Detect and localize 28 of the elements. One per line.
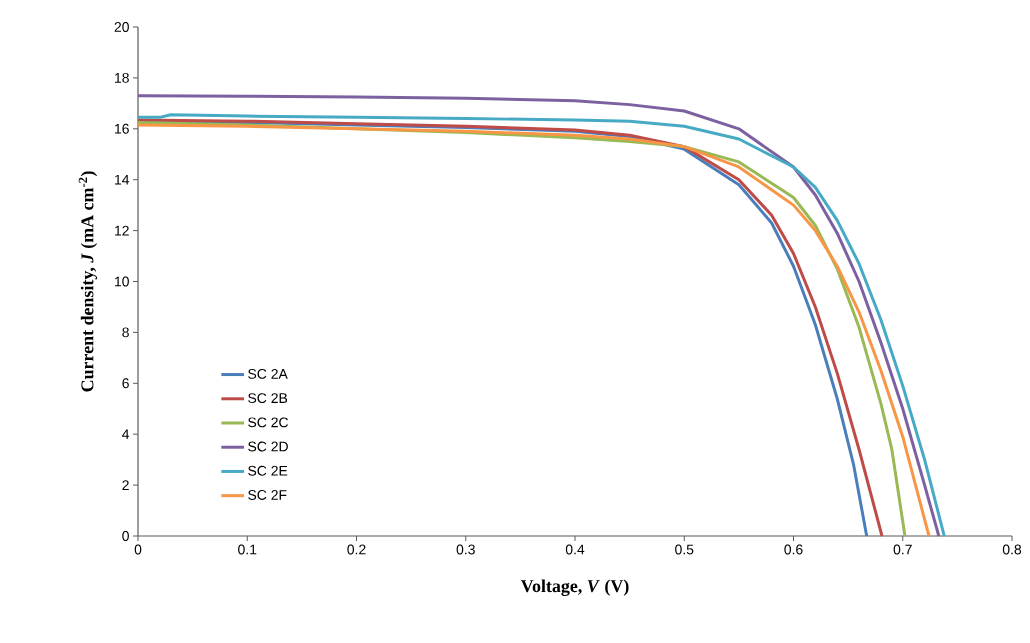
x-tick-label: 0.6 [784, 544, 803, 555]
legend-label: SC 2D [248, 441, 288, 452]
x-axis-title: Voltage, V (V) [520, 579, 629, 596]
y-tick-label: 2 [122, 480, 129, 490]
x-tick-label: 0.5 [675, 544, 694, 555]
legend-label: SC 2F [248, 490, 287, 500]
legend-label: SC 2E [248, 465, 288, 476]
y-tick-label: 0 [122, 531, 129, 541]
legend-label: SC 2B [248, 393, 288, 404]
x-tick-label: 0.2 [347, 544, 366, 555]
y-tick-label: 18 [115, 72, 129, 83]
y-tick-label: 4 [122, 429, 130, 439]
y-tick-label: 10 [115, 276, 129, 287]
legend-label: SC 2A [248, 368, 288, 379]
y-tick-label: 8 [122, 327, 129, 338]
y-tick-label: 16 [115, 123, 129, 134]
x-tick-label: 0 [134, 544, 142, 555]
x-tick-label: 0.7 [893, 544, 912, 555]
legend-label: SC 2C [248, 417, 289, 428]
y-tick-label: 20 [114, 22, 129, 32]
y-tick-label: 14 [115, 174, 130, 185]
x-tick-label: 0.8 [1002, 544, 1022, 555]
y-tick-label: 6 [122, 378, 129, 389]
x-tick-label: 0.1 [238, 544, 257, 555]
x-tick-label: 0.3 [456, 544, 475, 555]
x-tick-label: 0.4 [565, 544, 585, 555]
y-axis-title: Current density, J (mA cm$^{-2}$) [78, 171, 98, 392]
y-tick-label: 12 [115, 225, 129, 236]
